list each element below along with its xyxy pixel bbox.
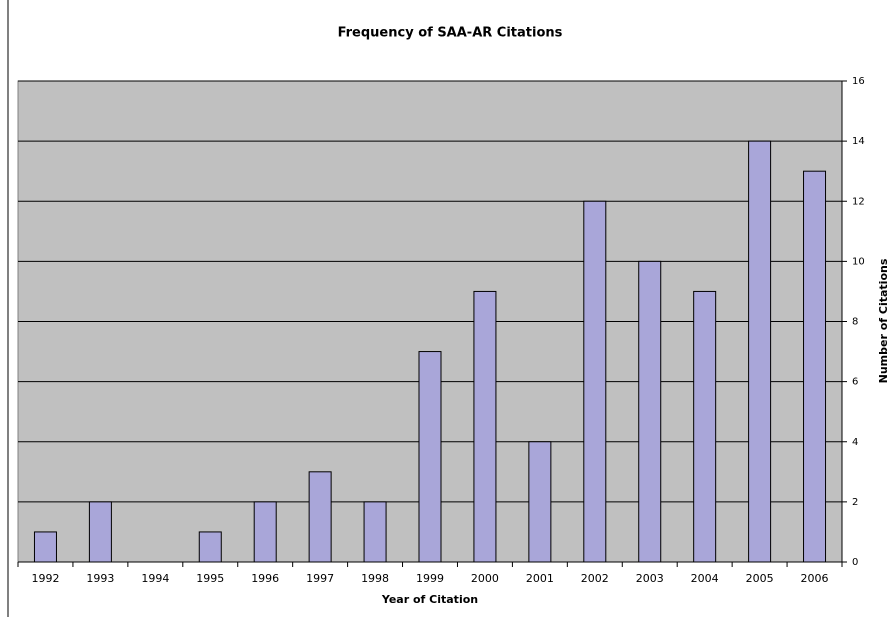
x-tick-label: 1999 [416,572,444,585]
x-tick-label: 2005 [746,572,774,585]
bar [198,531,222,563]
bar [803,170,827,563]
y-tick-label: 16 [852,76,865,87]
y-tick-label: 14 [852,136,865,147]
y-tick-label: 6 [852,377,858,388]
bar [88,501,112,563]
y-axis-label: Number of Citations [877,258,890,383]
x-tick-label: 2001 [526,572,554,585]
bar [693,290,717,563]
x-tick-label: 1996 [251,572,279,585]
bar [583,200,607,563]
x-tick-label: 2003 [636,572,664,585]
x-tick-label: 1994 [141,572,169,585]
y-tick-label: 2 [852,497,858,508]
y-tick-label: 0 [852,557,858,568]
y-tick-label: 10 [852,256,865,267]
bar [473,290,497,563]
x-tick-label: 1998 [361,572,389,585]
bar [363,501,387,563]
x-tick-label: 1993 [86,572,114,585]
y-tick-label: 4 [852,437,858,448]
bar [253,501,277,563]
x-tick-label: 2000 [471,572,499,585]
x-tick-label: 2004 [691,572,719,585]
x-tick-label: 1992 [31,572,59,585]
x-tick-label: 2006 [801,572,829,585]
bar [308,471,332,563]
bar [33,531,57,563]
chart-title: Frequency of SAA-AR Citations [338,26,563,41]
x-tick-label: 1995 [196,572,224,585]
bar [638,260,662,563]
bar [528,441,552,563]
bar [418,351,442,563]
x-tick-label: 2002 [581,572,609,585]
y-tick-label: 8 [852,317,858,328]
y-tick-label: 12 [852,196,865,207]
x-axis-label: Year of Citation [381,593,478,606]
bar [748,140,772,563]
x-tick-label: 1997 [306,572,334,585]
